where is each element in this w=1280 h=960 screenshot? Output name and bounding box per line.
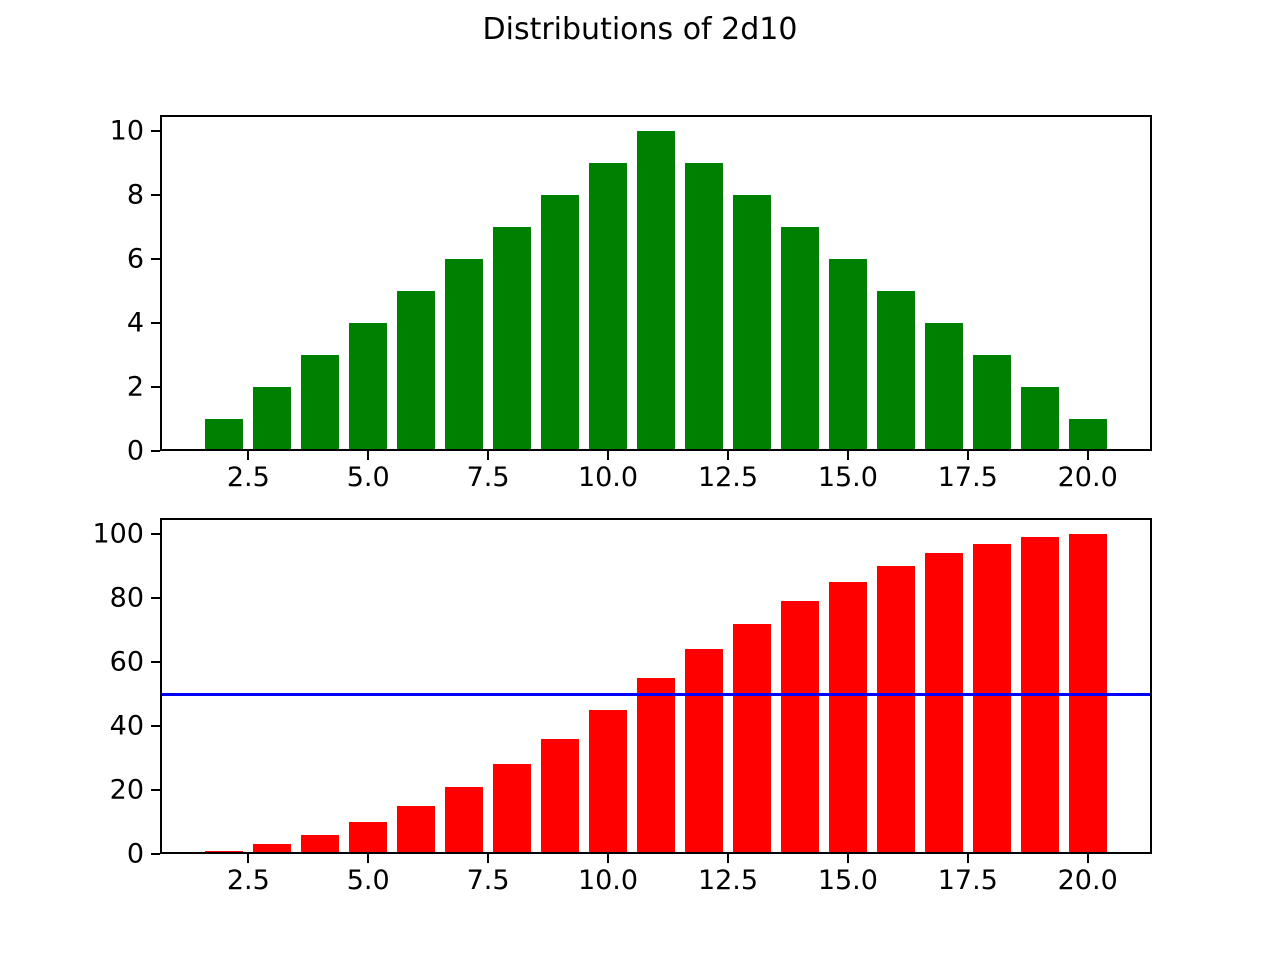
x-tick [607, 854, 609, 863]
x-tick [607, 451, 609, 460]
cdf-bar [540, 738, 580, 854]
pmf-bar [780, 227, 820, 451]
x-tick [247, 854, 250, 863]
x-tick-label: 12.5 [697, 462, 759, 493]
x-tick [367, 854, 370, 863]
y-tick-label: 40 [109, 710, 144, 742]
x-tick [487, 451, 490, 460]
cdf-bar [397, 806, 436, 854]
x-tick [1086, 451, 1089, 460]
pmf-bar [828, 259, 868, 451]
pmf-bar [444, 259, 484, 451]
y-tick [151, 450, 160, 452]
x-tick-label: 10.0 [577, 865, 639, 896]
cdf-bar [732, 623, 772, 854]
cdf-bar [588, 710, 628, 854]
y-tick [151, 386, 160, 388]
cdf-bar [876, 566, 916, 854]
y-tick [151, 194, 160, 196]
x-tick-label: 5.0 [346, 462, 390, 493]
y-tick-label: 60 [109, 646, 144, 678]
y-tick [151, 533, 160, 535]
x-tick [487, 854, 490, 863]
cdf-axes [160, 518, 1152, 854]
pmf-bar [397, 291, 436, 451]
cdf-bar [444, 786, 484, 854]
x-tick-label: 7.5 [466, 462, 510, 493]
x-tick [1086, 854, 1089, 863]
cdf-bar [636, 678, 676, 854]
y-tick [151, 661, 160, 663]
x-tick [966, 854, 969, 863]
median-line [160, 692, 1152, 696]
cdf-bar [492, 764, 532, 854]
y-tick [151, 789, 160, 791]
cdf-bar [924, 553, 963, 854]
cdf-bar [684, 649, 724, 854]
pmf-bar [253, 387, 292, 451]
y-tick [151, 853, 160, 855]
x-tick [727, 854, 729, 863]
pmf-bar [1020, 387, 1059, 451]
y-tick [151, 597, 160, 599]
pmf-bar [924, 323, 963, 451]
pmf-axes [160, 115, 1152, 451]
pmf-bar [732, 195, 772, 451]
cdf-bar [780, 601, 820, 854]
x-tick-label: 12.5 [697, 865, 759, 896]
x-tick-label: 2.5 [226, 462, 270, 493]
y-tick-label: 2 [126, 371, 144, 403]
pmf-bar [205, 419, 244, 451]
pmf-bar [492, 227, 532, 451]
cdf-bar [349, 822, 388, 854]
x-tick [727, 451, 729, 460]
y-tick [151, 258, 160, 260]
x-tick-label: 20.0 [1057, 462, 1118, 493]
cdf-bar [253, 844, 292, 854]
x-tick-label: 15.0 [817, 462, 878, 493]
y-tick-label: 0 [126, 838, 144, 870]
x-tick-label: 2.5 [226, 865, 270, 896]
x-tick [846, 854, 849, 863]
y-tick-label: 4 [126, 307, 144, 339]
y-tick-label: 8 [126, 179, 144, 211]
y-tick-label: 6 [126, 243, 144, 275]
pmf-bar [349, 323, 388, 451]
figure-title: Distributions of 2d10 [482, 12, 798, 47]
y-tick [151, 322, 160, 324]
y-tick-label: 0 [126, 435, 144, 467]
y-tick-label: 100 [92, 518, 144, 550]
x-tick-label: 17.5 [937, 462, 998, 493]
pmf-bar [972, 355, 1011, 451]
pmf-bar [1068, 419, 1107, 451]
y-tick-label: 80 [109, 582, 144, 614]
x-tick [367, 451, 370, 460]
cdf-bar [1020, 537, 1059, 854]
y-tick [151, 725, 160, 727]
x-tick-label: 10.0 [577, 462, 639, 493]
cdf-bar [972, 543, 1011, 854]
pmf-bar [588, 163, 628, 451]
pmf-bar [684, 163, 724, 451]
cdf-bar [301, 834, 340, 854]
pmf-bar [540, 195, 580, 451]
y-tick-label: 10 [109, 115, 144, 147]
pmf-bar [876, 291, 916, 451]
x-tick-label: 5.0 [346, 865, 390, 896]
x-tick [247, 451, 250, 460]
pmf-bar [636, 131, 676, 451]
y-tick-label: 20 [109, 774, 144, 806]
x-tick [966, 451, 969, 460]
x-tick-label: 20.0 [1057, 865, 1118, 896]
x-tick-label: 17.5 [937, 865, 998, 896]
x-tick [846, 451, 849, 460]
cdf-bar [828, 582, 868, 854]
pmf-bar [301, 355, 340, 451]
x-tick-label: 15.0 [817, 865, 878, 896]
y-tick [151, 130, 160, 132]
x-tick-label: 7.5 [466, 865, 510, 896]
